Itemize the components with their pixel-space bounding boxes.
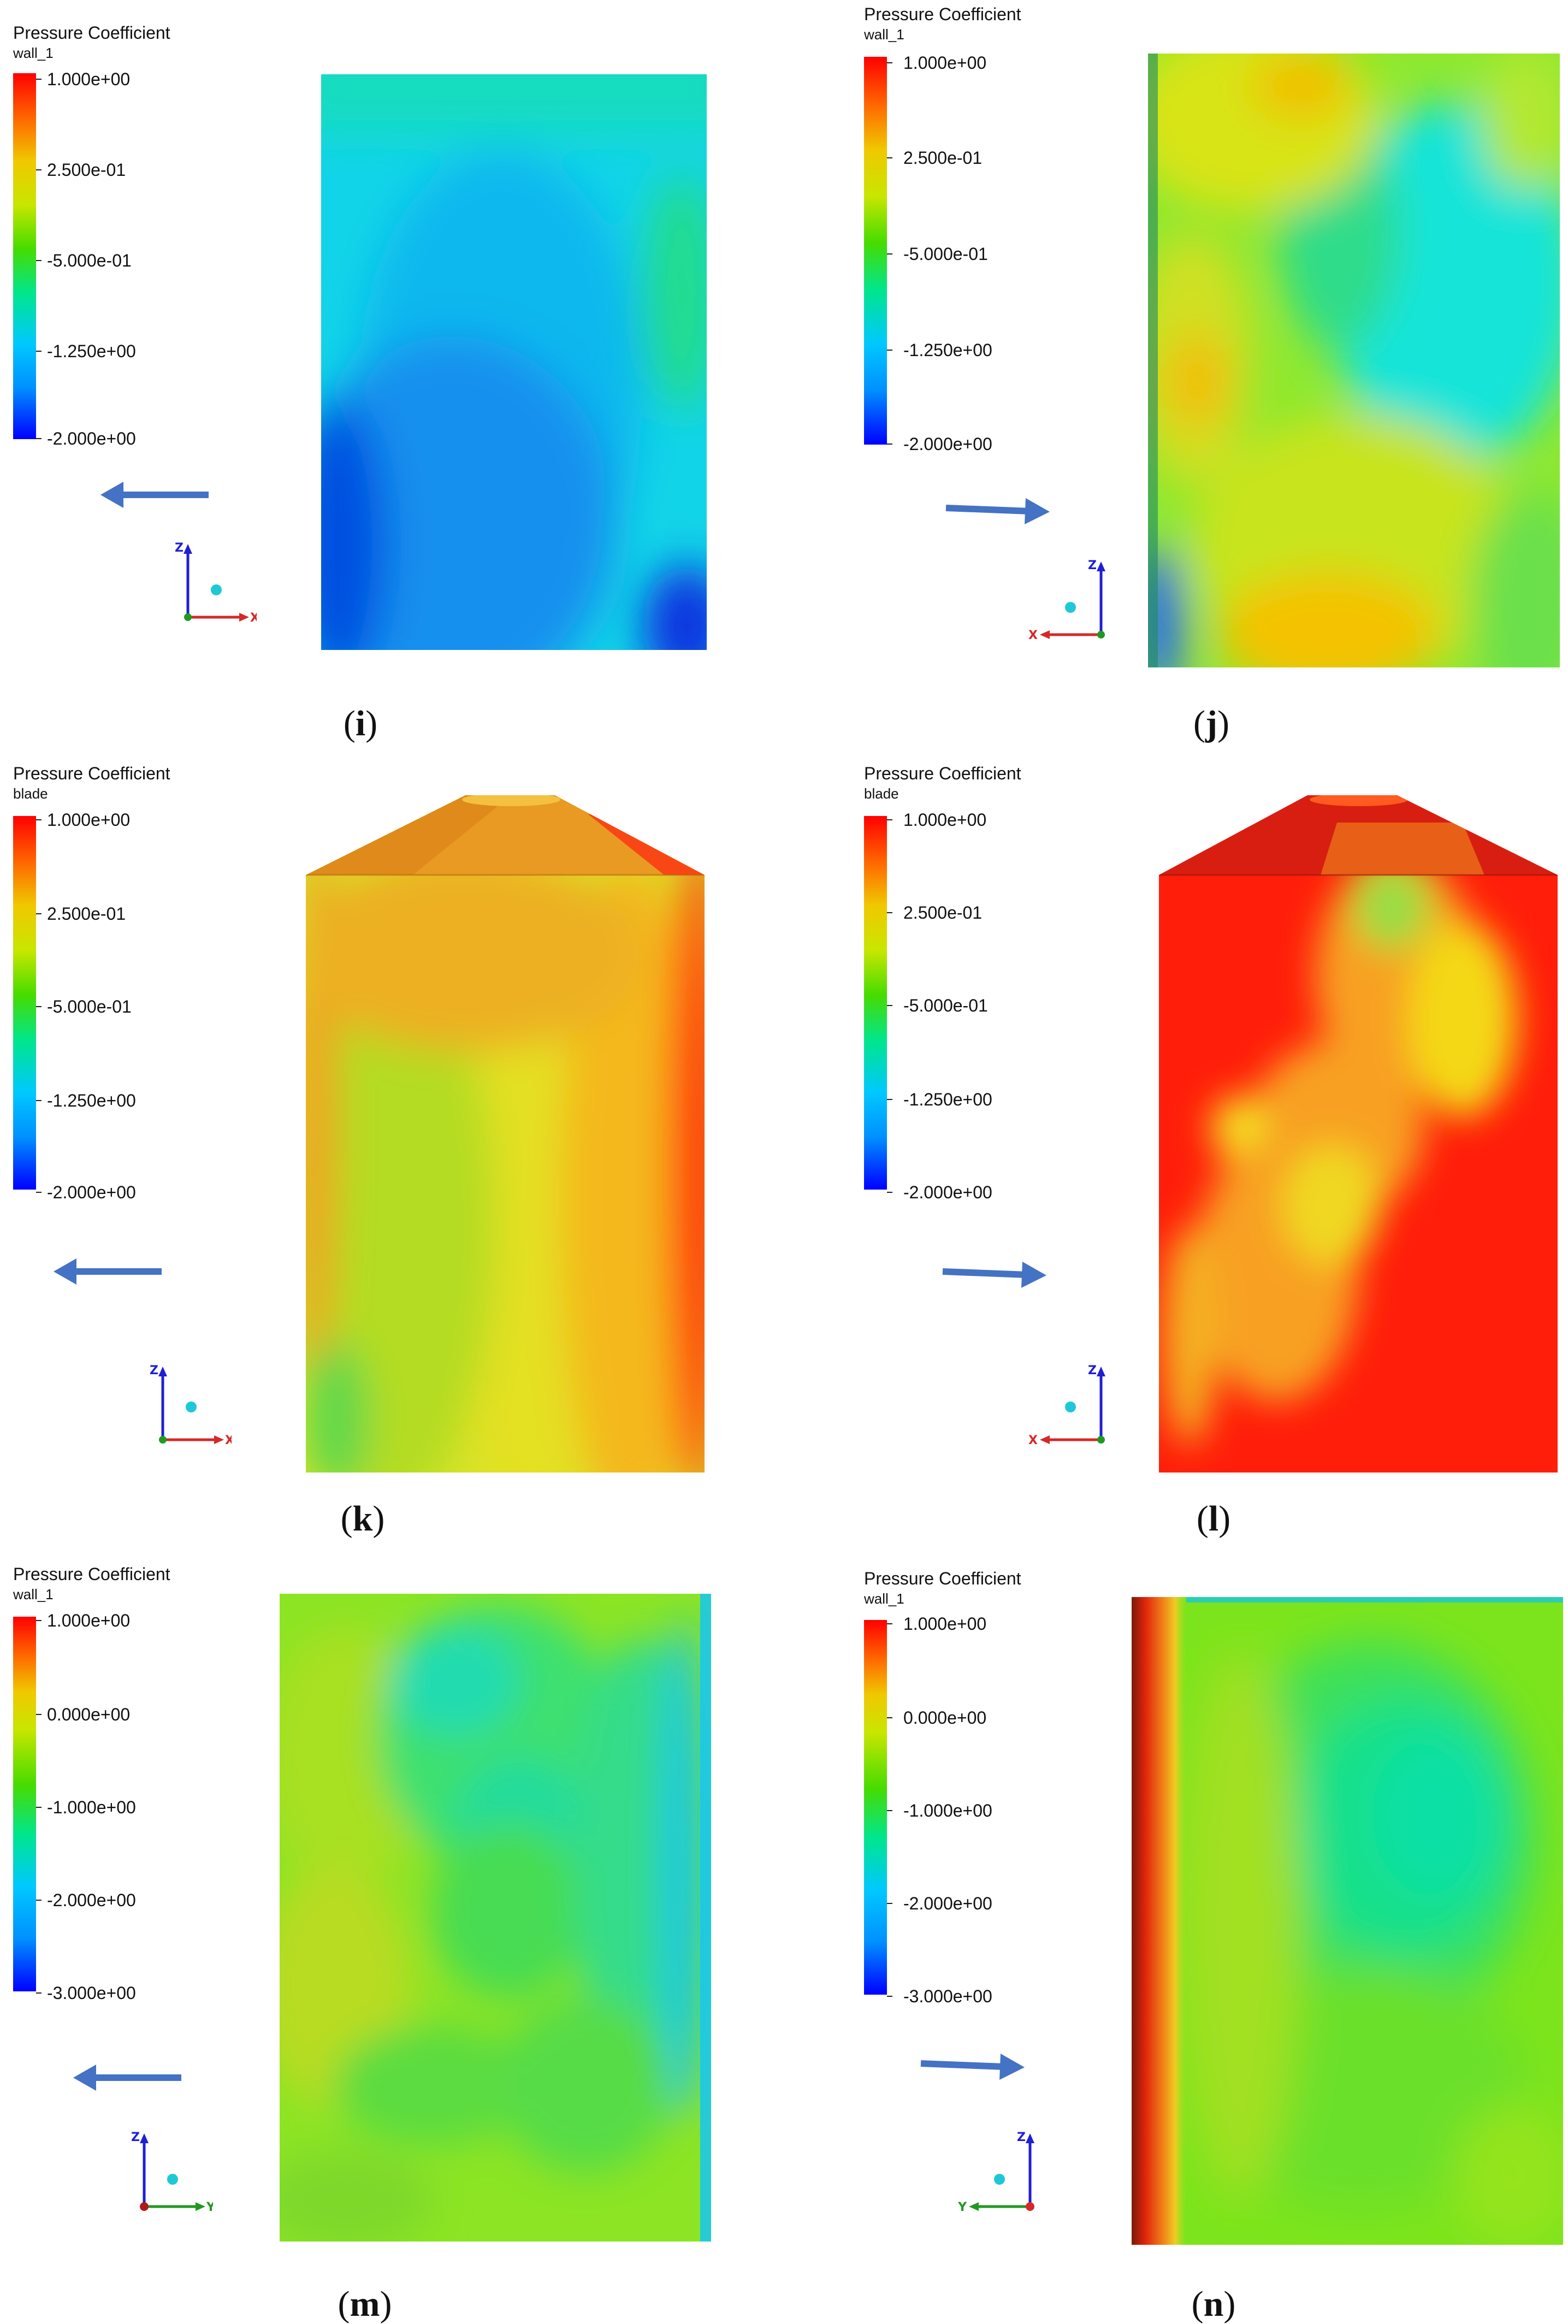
tick-label: 2.500e-01 xyxy=(47,160,126,180)
tick-label: -2.000e+00 xyxy=(903,1182,992,1202)
axis-label-horizontal: Y xyxy=(206,2201,213,2214)
legend-surface-name: wall_1 xyxy=(864,1590,904,1607)
tick-label: -2.000e+00 xyxy=(903,434,992,454)
legend-surface-name: wall_1 xyxy=(13,1586,54,1602)
legend-surface-name: wall_1 xyxy=(13,45,54,61)
panel-caption: (i) xyxy=(343,703,378,743)
tick-label: -5.000e-01 xyxy=(47,997,132,1016)
colorbar xyxy=(864,816,887,1190)
pressure-contour-surface-j xyxy=(1148,54,1560,667)
tick-label: -3.000e+00 xyxy=(903,1986,992,2006)
tick-label: -5.000e-01 xyxy=(903,996,988,1015)
axis-label-vertical: Z xyxy=(1017,2131,1026,2144)
flow-direction-right-arrow-icon xyxy=(920,2054,1025,2080)
axis-label-horizontal: X xyxy=(250,611,257,625)
coordinate-axes-icon: Z X xyxy=(1028,1364,1105,1447)
tick-label: -2.000e+00 xyxy=(47,1890,136,1910)
colorbar xyxy=(13,1617,36,1991)
flow-direction-right-arrow-icon xyxy=(945,498,1050,524)
pressure-contour-blade-l xyxy=(1159,795,1558,1473)
legend-surface-name: blade xyxy=(864,785,899,802)
axis-label-vertical: Z xyxy=(150,1364,158,1377)
tick-label: 1.000e+00 xyxy=(47,69,131,89)
axis-label-horizontal: X xyxy=(1028,1434,1038,1447)
legend-surface-name: wall_1 xyxy=(864,26,904,43)
legend-surface-name: blade xyxy=(13,785,48,802)
tick-label: 1.000e+00 xyxy=(903,1614,987,1634)
tick-label: 1.000e+00 xyxy=(903,810,987,830)
panel-caption: (l) xyxy=(1196,1499,1231,1539)
axis-label-vertical: Z xyxy=(1088,559,1097,572)
colorbar xyxy=(864,1620,887,1995)
tick-label: -1.250e+00 xyxy=(903,340,992,360)
tick-label: 1.000e+00 xyxy=(47,810,131,830)
tick-label: 2.500e-01 xyxy=(47,904,126,924)
tick-label: -1.250e+00 xyxy=(47,1091,136,1110)
legend-title: Pressure Coefficient xyxy=(864,764,1021,783)
legend-title: Pressure Coefficient xyxy=(864,1569,1021,1588)
panel-caption: (n) xyxy=(1191,2284,1236,2324)
tick-label: -3.000e+00 xyxy=(47,1983,136,2003)
tick-label: -5.000e-01 xyxy=(47,251,132,270)
tick-label: 1.000e+00 xyxy=(47,1611,131,1630)
flow-direction-left-arrow-icon xyxy=(73,2065,181,2091)
legend-title: Pressure Coefficient xyxy=(13,764,170,783)
coordinate-axes-icon: Z Y xyxy=(131,2131,213,2214)
axis-label-vertical: Z xyxy=(175,541,184,555)
axis-label-vertical: Z xyxy=(131,2131,140,2144)
flow-direction-left-arrow-icon xyxy=(54,1258,162,1285)
tick-label: -1.250e+00 xyxy=(47,341,136,361)
tick-label: 0.000e+00 xyxy=(903,1708,987,1728)
colorbar xyxy=(13,816,36,1190)
pressure-contour-surface-n xyxy=(1132,1597,1563,2245)
tick-label: -1.000e+00 xyxy=(903,1801,992,1820)
tick-label: 2.500e-01 xyxy=(903,148,983,168)
legend-title: Pressure Coefficient xyxy=(13,1564,170,1584)
tick-label: -5.000e-01 xyxy=(903,244,988,264)
panel-caption: (j) xyxy=(1193,703,1229,743)
legend-title: Pressure Coefficient xyxy=(864,4,1021,24)
tick-label: 0.000e+00 xyxy=(47,1705,131,1724)
tick-label: -1.250e+00 xyxy=(903,1090,992,1109)
axis-label-horizontal: X xyxy=(225,1434,232,1447)
pressure-contour-surface-i xyxy=(321,74,707,650)
pressure-contour-surface-m xyxy=(280,1594,711,2242)
tick-label: -2.000e+00 xyxy=(47,1182,136,1202)
legend-title: Pressure Coefficient xyxy=(13,23,170,43)
tick-label: -2.000e+00 xyxy=(47,429,136,448)
tick-label: -1.000e+00 xyxy=(47,1797,136,1817)
coordinate-axes-icon: Z X xyxy=(175,541,257,625)
flow-direction-left-arrow-icon xyxy=(100,482,209,508)
colorbar xyxy=(864,57,887,445)
flow-direction-right-arrow-icon xyxy=(942,1262,1046,1288)
tick-label: 1.000e+00 xyxy=(903,53,987,73)
axis-label-vertical: Z xyxy=(1088,1364,1097,1377)
panel-caption: (k) xyxy=(340,1499,385,1539)
tick-label: 2.500e-01 xyxy=(903,903,983,922)
panel-caption: (m) xyxy=(338,2284,392,2324)
axis-label-horizontal: Y xyxy=(957,2201,967,2214)
coordinate-axes-icon: Z X xyxy=(1028,559,1105,642)
axis-label-horizontal: X xyxy=(1028,629,1038,642)
coordinate-axes-icon: Z Y xyxy=(957,2131,1034,2214)
colorbar xyxy=(13,73,36,439)
pressure-contour-blade-k xyxy=(306,795,705,1473)
coordinate-axes-icon: Z X xyxy=(150,1364,232,1447)
tick-label: -2.000e+00 xyxy=(903,1894,992,1913)
